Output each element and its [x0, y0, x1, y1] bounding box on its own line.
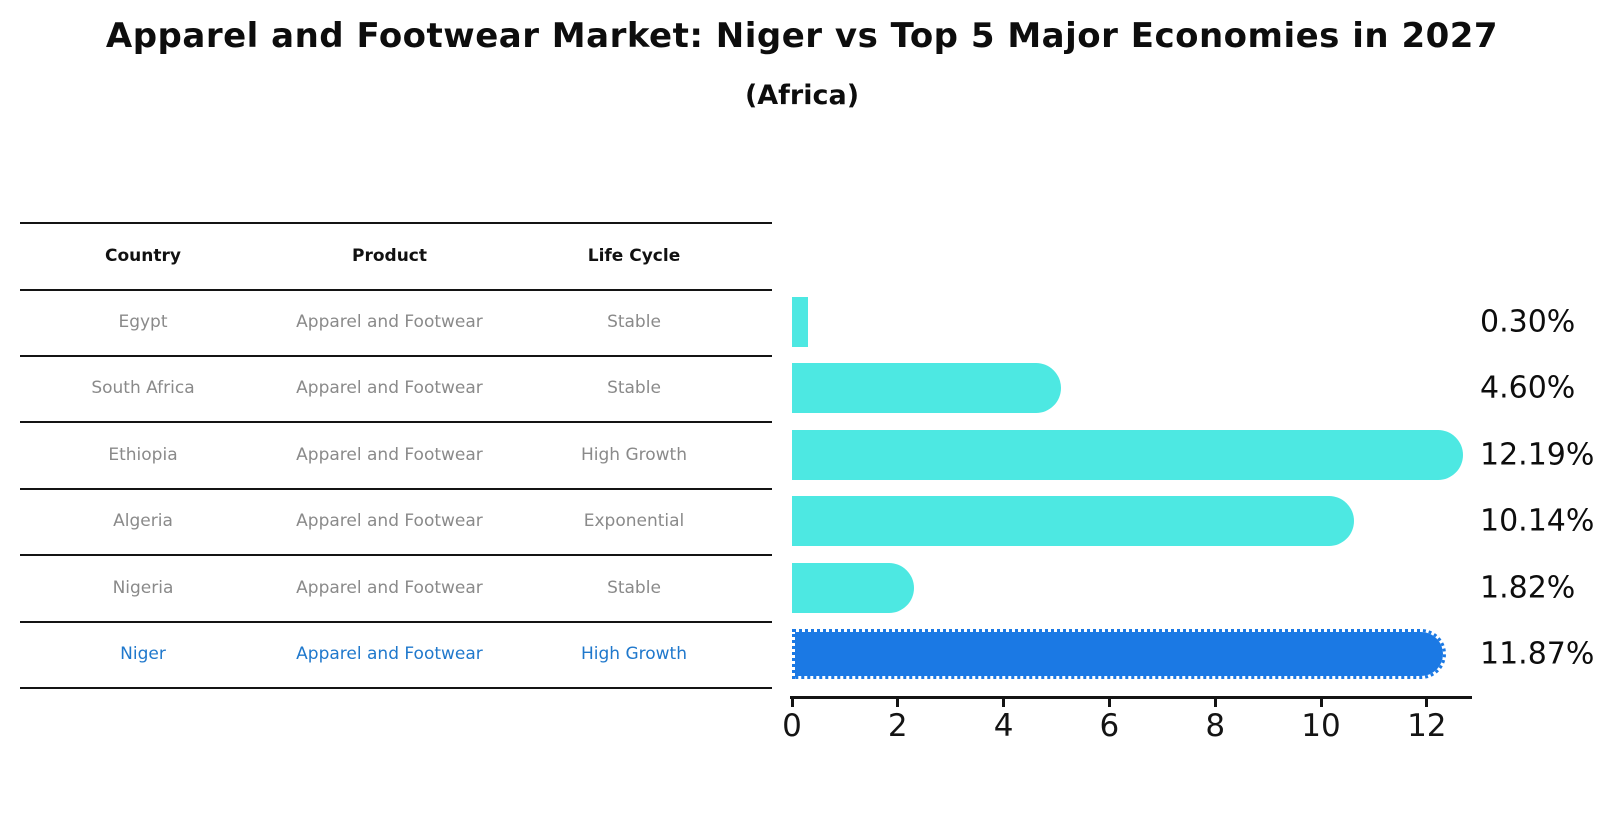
x-axis-tick [896, 696, 900, 707]
value-label-south-africa: 4.60% [1480, 370, 1576, 406]
bar-south-africa [792, 363, 1062, 413]
x-axis-tick-label: 6 [1099, 708, 1120, 744]
x-axis-tick [1319, 696, 1323, 707]
value-label-nigeria: 1.82% [1480, 570, 1576, 605]
table-divider-line [20, 554, 772, 556]
table-divider-line [20, 687, 772, 689]
chart-subtitle: (Africa) [744, 80, 860, 111]
table-header-country: Country [105, 245, 181, 266]
x-axis-tick [1425, 696, 1429, 707]
life-cycle-cell: High Growth [580, 444, 687, 465]
value-label-niger: 11.87% [1480, 636, 1595, 672]
chart-title: Apparel and Footwear Market: Niger vs To… [105, 16, 1499, 56]
bar-algeria [792, 496, 1355, 546]
value-label-egypt: 0.30% [1480, 304, 1576, 340]
table-divider-line [20, 488, 772, 490]
country-cell: Niger [120, 644, 166, 664]
country-cell: Egypt [118, 312, 168, 332]
table-divider-line [20, 355, 772, 357]
table-divider-line [20, 289, 772, 291]
life-cycle-cell: High Growth [580, 644, 687, 664]
country-cell: Ethiopia [108, 444, 178, 465]
x-axis-tick [790, 696, 794, 707]
life-cycle-cell: Exponential [583, 511, 685, 531]
x-axis-tick-label: 8 [1205, 708, 1226, 744]
table-divider-line [20, 421, 772, 423]
country-cell: Algeria [113, 511, 173, 531]
bar-ethiopia [792, 429, 1463, 480]
bar-niger [792, 629, 1446, 679]
x-axis-tick-label: 0 [782, 708, 802, 744]
bar-nigeria [792, 562, 915, 613]
country-cell: South Africa [91, 378, 195, 398]
product-cell: Apparel and Footwear [296, 511, 483, 531]
table-header-life-cycle: Life Cycle [587, 245, 681, 266]
product-cell: Apparel and Footwear [296, 312, 483, 332]
product-cell: Apparel and Footwear [296, 378, 483, 398]
life-cycle-cell: Stable [607, 577, 661, 598]
table-divider-line [20, 621, 772, 623]
x-axis-line [790, 696, 1472, 699]
bar-egypt [792, 297, 808, 347]
x-axis-tick-label: 2 [887, 708, 908, 744]
product-cell: Apparel and Footwear [296, 444, 483, 465]
x-axis-tick [1213, 696, 1217, 707]
product-cell: Apparel and Footwear [296, 644, 483, 664]
country-cell: Nigeria [112, 577, 174, 598]
life-cycle-cell: Stable [607, 378, 661, 398]
product-cell: Apparel and Footwear [296, 577, 483, 598]
value-label-algeria: 10.14% [1480, 503, 1595, 539]
x-axis-tick [1107, 696, 1111, 707]
table-divider-line [20, 222, 772, 224]
x-axis-tick [1002, 696, 1006, 707]
life-cycle-cell: Stable [607, 312, 661, 332]
value-label-ethiopia: 12.19% [1480, 437, 1595, 472]
x-axis-tick-label: 12 [1407, 708, 1447, 744]
x-axis-tick-label: 4 [993, 708, 1014, 744]
x-axis-tick-label: 10 [1301, 708, 1341, 744]
table-header-product: Product [352, 245, 427, 266]
